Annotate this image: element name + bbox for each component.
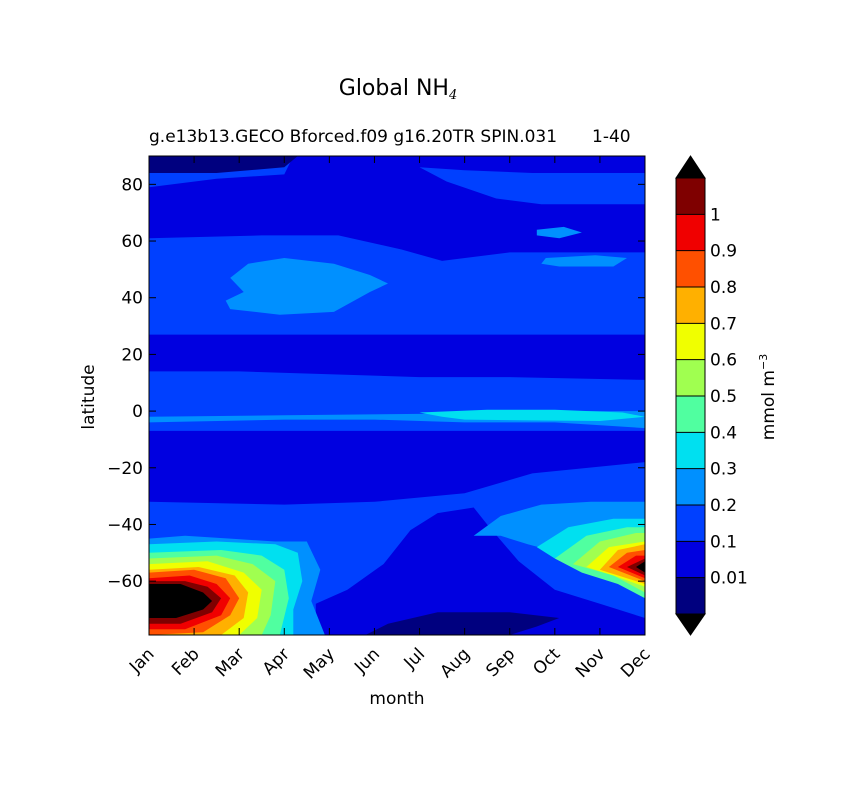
colorbar-label: mmol m−3 bbox=[757, 354, 779, 440]
colorbar-swatch bbox=[676, 396, 705, 433]
colorbar-tick-label: 1 bbox=[710, 205, 721, 225]
colorbar-swatch bbox=[676, 432, 705, 469]
colorbar-swatch bbox=[676, 359, 705, 396]
x-tick-label: Dec bbox=[617, 644, 654, 681]
colorbar-tick-label: 0.2 bbox=[710, 496, 737, 516]
y-tick-label: 80 bbox=[121, 175, 143, 195]
x-tick-label: Feb bbox=[168, 644, 203, 679]
colorbar-tick-label: 0.3 bbox=[710, 460, 737, 480]
contour-band-below-0.01 bbox=[149, 156, 298, 173]
x-tick-label: Oct bbox=[529, 644, 564, 679]
colorbar-swatch bbox=[676, 323, 705, 360]
contour-band-0.01-0.1 bbox=[149, 156, 645, 261]
y-tick-label: 60 bbox=[121, 232, 143, 252]
colorbar-swatch bbox=[676, 541, 705, 578]
chart-title: Global NH4 bbox=[338, 76, 458, 103]
plot-frame bbox=[148, 155, 646, 636]
contour-band-above-1 bbox=[149, 586, 208, 616]
colorbar-swatch bbox=[676, 178, 705, 215]
colorbar-tick-label: 0.5 bbox=[710, 387, 737, 407]
x-tick-label: Jul bbox=[400, 644, 429, 673]
chart-subtitle: g.e13b13.GECO Bforced.f09 g16.20TR SPIN.… bbox=[149, 127, 558, 147]
chart-subtitle-suffix: 1-40 bbox=[592, 127, 631, 147]
colorbar-tick-label: 0.7 bbox=[710, 314, 737, 334]
colorbar-swatch bbox=[676, 214, 705, 251]
colorbar-swatch bbox=[676, 287, 705, 324]
colorbar-extend-max bbox=[675, 155, 706, 179]
contour-band-0.2-0.3 bbox=[536, 226, 582, 239]
colorbar-swatch bbox=[676, 468, 705, 505]
contour-band-below-0.01 bbox=[365, 612, 560, 635]
y-tick-label: −60 bbox=[107, 572, 143, 592]
y-tick-label: 40 bbox=[121, 289, 143, 309]
y-axis: 80 60 40 20 0 −20 −40 −60 bbox=[107, 175, 645, 592]
colorbar-tick-label: 0.6 bbox=[710, 351, 737, 371]
colorbar-swatch bbox=[676, 250, 705, 287]
y-axis-label: latitude bbox=[79, 364, 99, 429]
contour-band-0.01-0.1 bbox=[149, 430, 645, 505]
colorbar-swatch bbox=[676, 505, 705, 542]
contour-fill-layer bbox=[149, 156, 645, 635]
colorbar-swatch bbox=[676, 577, 705, 614]
colorbar-tick-label: 0.1 bbox=[710, 532, 737, 552]
x-tick-label: May bbox=[300, 644, 339, 683]
colorbar: 0.01 0.1 0.2 0.3 0.4 0.5 0.6 0.7 0.8 0.9 1 bbox=[675, 155, 748, 636]
contour-band-0.3-0.4 bbox=[419, 409, 645, 421]
x-tick-label: Nov bbox=[572, 644, 610, 682]
colorbar-extend-min bbox=[675, 613, 706, 636]
x-tick-label: Sep bbox=[482, 644, 519, 681]
colorbar-tick-label: 0.01 bbox=[710, 569, 748, 589]
y-tick-label: −40 bbox=[107, 515, 143, 535]
y-tick-label: 20 bbox=[121, 345, 143, 365]
colorbar-tick-label: 0.9 bbox=[710, 242, 737, 262]
x-tick-label: Mar bbox=[212, 644, 249, 681]
contour-band-above-1 bbox=[640, 564, 645, 570]
colorbar-tick-label: 0.8 bbox=[710, 278, 737, 298]
x-tick-label: Aug bbox=[437, 644, 475, 682]
x-axis-label: month bbox=[369, 689, 424, 709]
y-tick-label: 0 bbox=[132, 402, 143, 422]
contour-band-0.01-0.1 bbox=[149, 334, 645, 380]
x-tick-label: Jan bbox=[125, 644, 158, 677]
contour-band-0.01-0.1 bbox=[315, 507, 645, 635]
y-tick-label: −20 bbox=[107, 459, 143, 479]
colorbar-tick-label: 0.4 bbox=[710, 423, 737, 443]
contour-band-0.2-0.3 bbox=[541, 255, 627, 267]
contour-band-0.2-0.3 bbox=[225, 258, 388, 315]
x-tick-label: Apr bbox=[259, 644, 294, 679]
x-tick-label: Jun bbox=[350, 644, 384, 678]
